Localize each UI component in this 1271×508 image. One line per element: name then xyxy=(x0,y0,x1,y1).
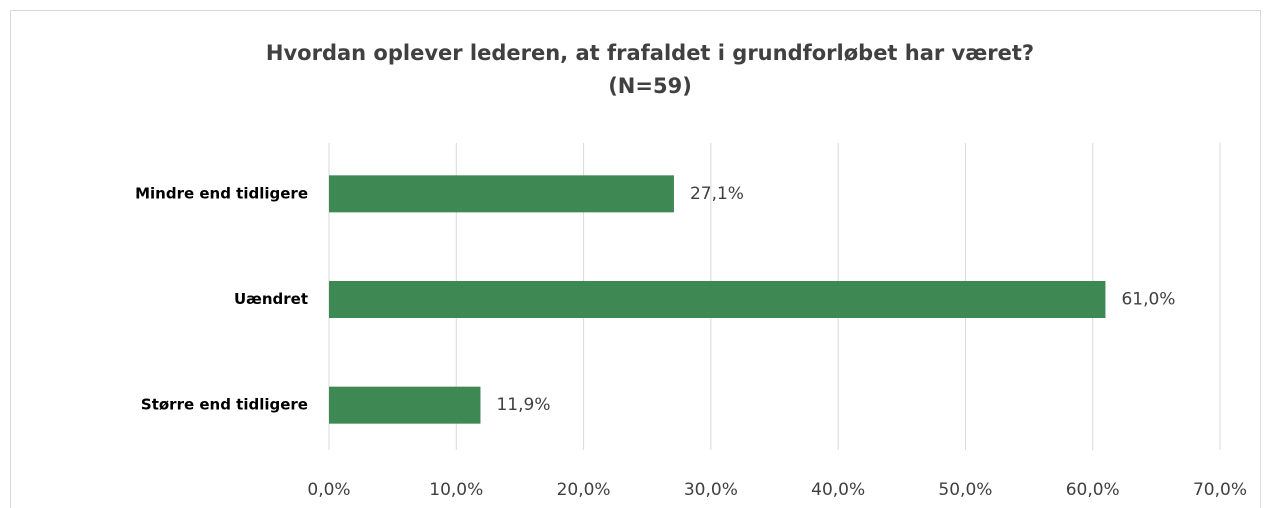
y-tick-label: Større end tidligere xyxy=(141,396,308,414)
x-tick-label: 60,0% xyxy=(1066,480,1120,500)
x-tick-label: 10,0% xyxy=(429,480,483,500)
x-tick-label: 50,0% xyxy=(938,480,992,500)
bar xyxy=(329,386,481,424)
x-tick-label: 30,0% xyxy=(684,480,738,500)
y-tick-label: Uændret xyxy=(234,290,308,308)
x-tick-label: 0,0% xyxy=(307,480,350,500)
x-tick-label: 20,0% xyxy=(557,480,611,500)
chart-frame xyxy=(10,10,1261,508)
bar xyxy=(329,281,1106,318)
bar xyxy=(329,175,674,213)
x-tick-label: 70,0% xyxy=(1193,480,1247,500)
value-label: 11,9% xyxy=(496,395,550,415)
chart-title: (N=59) xyxy=(608,74,692,98)
value-label: 61,0% xyxy=(1121,290,1175,310)
x-tick-label: 40,0% xyxy=(811,480,865,500)
y-tick-label: Mindre end tidligere xyxy=(135,184,308,202)
value-label: 27,1% xyxy=(690,184,744,204)
chart-title: Hvordan oplever lederen, at frafaldet i … xyxy=(266,41,1034,65)
